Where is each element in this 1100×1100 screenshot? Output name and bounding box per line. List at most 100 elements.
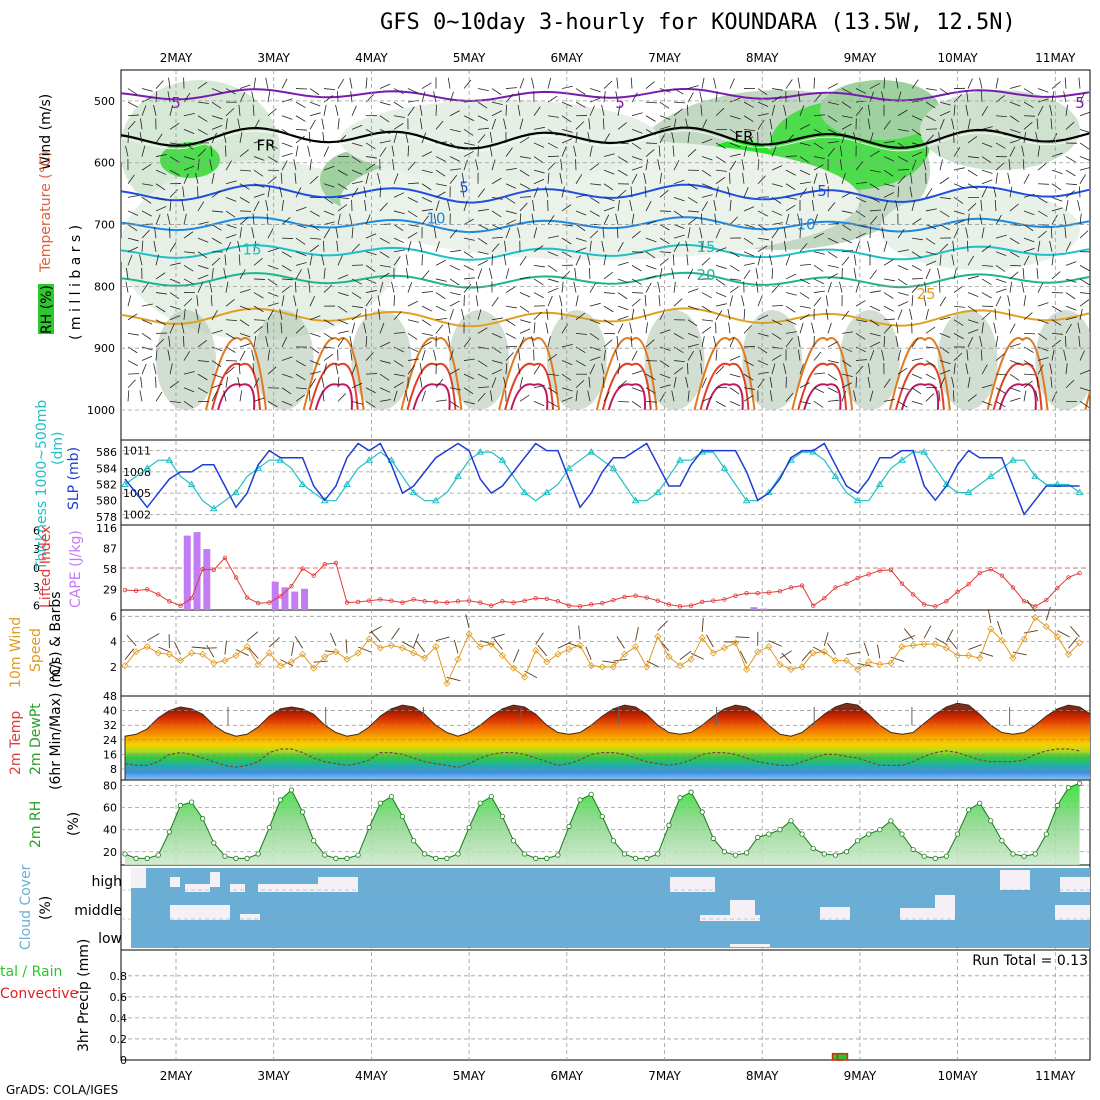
wind-barb — [589, 145, 593, 157]
wind10-barb — [602, 660, 617, 664]
wind-barb — [252, 213, 255, 225]
wind-barb — [911, 337, 919, 348]
cape-tick: 29 — [103, 583, 117, 596]
wind-barb — [631, 370, 643, 375]
wind-barb — [182, 186, 185, 198]
wind-barb — [589, 302, 601, 307]
wind-barb — [449, 91, 454, 103]
wind-barb — [869, 183, 880, 191]
wind-barb — [281, 336, 288, 348]
wind-barb — [645, 159, 649, 171]
rh-point — [433, 855, 439, 861]
wind-barb — [589, 333, 600, 340]
wind-barb — [533, 156, 544, 164]
wind-barb — [645, 387, 656, 394]
wind-barb — [490, 390, 493, 402]
wind-barb — [701, 201, 709, 212]
wind-barb — [309, 390, 311, 402]
pressure-tick: 600 — [94, 157, 115, 170]
wind-barb — [855, 161, 864, 171]
wind-barb — [757, 254, 762, 266]
wind10-barb — [535, 632, 544, 645]
date-label-top: 10MAY — [937, 51, 978, 65]
wind-barb — [911, 295, 914, 307]
wind10-point — [498, 651, 506, 660]
wind-barb — [505, 167, 517, 171]
wind-barb — [281, 160, 288, 171]
wind-barb — [323, 363, 327, 375]
wind-barb — [295, 135, 305, 144]
wind10-point — [532, 646, 540, 655]
wind-barb — [575, 174, 583, 184]
wind-barb — [1023, 255, 1030, 266]
wind-barb — [337, 91, 339, 103]
thickness-line — [124, 451, 1080, 510]
lifted-point — [133, 588, 139, 593]
wind-barb — [883, 318, 896, 321]
wind-barb — [1050, 118, 1053, 130]
wind-barb — [211, 360, 222, 368]
wind10-point — [931, 640, 939, 648]
thickness-point — [1031, 472, 1040, 479]
wind-barb — [281, 78, 288, 89]
wind-barb — [239, 332, 251, 338]
rh-point — [144, 855, 150, 861]
wind-barb — [743, 224, 755, 228]
wind-barb — [687, 85, 699, 89]
wind-barb — [617, 315, 629, 321]
wind-barb — [883, 305, 894, 312]
wind-barb — [603, 133, 610, 144]
rh-area — [125, 783, 1080, 865]
lifted-point — [722, 597, 727, 602]
wind10-point — [854, 665, 862, 674]
wind-barb — [713, 200, 717, 212]
wind-barb — [715, 278, 726, 286]
wind-barb — [169, 169, 180, 176]
lifted-point — [433, 599, 438, 605]
wind10-point — [443, 679, 451, 687]
wind-barb — [925, 237, 936, 245]
wind10-barb — [946, 629, 954, 643]
wind-barb — [169, 122, 180, 130]
wind-barb — [743, 360, 754, 367]
wind10-point — [709, 649, 717, 657]
cloud-gap — [210, 872, 220, 887]
wind-barb — [337, 337, 345, 348]
wind10-point — [1031, 614, 1039, 622]
contour-label: 5 — [171, 94, 181, 112]
lifted-point — [755, 590, 760, 596]
wind-barb — [351, 105, 357, 116]
wind-barb — [141, 145, 146, 157]
slp-label: SLP (mb) — [66, 447, 82, 510]
wind-barb — [742, 172, 745, 184]
wind-barb — [1037, 364, 1044, 375]
wind-barb — [827, 237, 839, 244]
wind-barb — [561, 85, 573, 89]
wind-barb — [155, 80, 164, 89]
precip-green-label: tal / Rain — [0, 964, 62, 980]
wind-barb — [1065, 323, 1072, 334]
wind-barb — [337, 118, 340, 130]
wind-barb — [477, 88, 489, 92]
wind10-point — [942, 644, 950, 652]
wind-barb — [281, 285, 291, 293]
rh-point — [466, 824, 472, 831]
wind10-point — [731, 639, 740, 647]
wind-barb — [953, 363, 956, 375]
wind-barb — [1051, 152, 1063, 157]
chart-title: GFS 0~10day 3-hourly for KOUNDARA (13.5W… — [380, 10, 1016, 35]
wind-barb — [489, 145, 493, 157]
wind-barb — [1079, 401, 1090, 408]
wind-barb — [435, 305, 447, 312]
wind-barb — [1051, 391, 1058, 402]
wind-barb — [589, 183, 601, 186]
wind-barb — [561, 373, 572, 381]
wind-barb — [785, 118, 788, 130]
wind-barb — [1035, 254, 1039, 266]
wind-barb — [183, 142, 194, 150]
wind-barb — [673, 234, 685, 239]
wind-barb — [687, 319, 698, 327]
wind-barb — [323, 228, 331, 239]
wind-barb — [630, 77, 633, 89]
